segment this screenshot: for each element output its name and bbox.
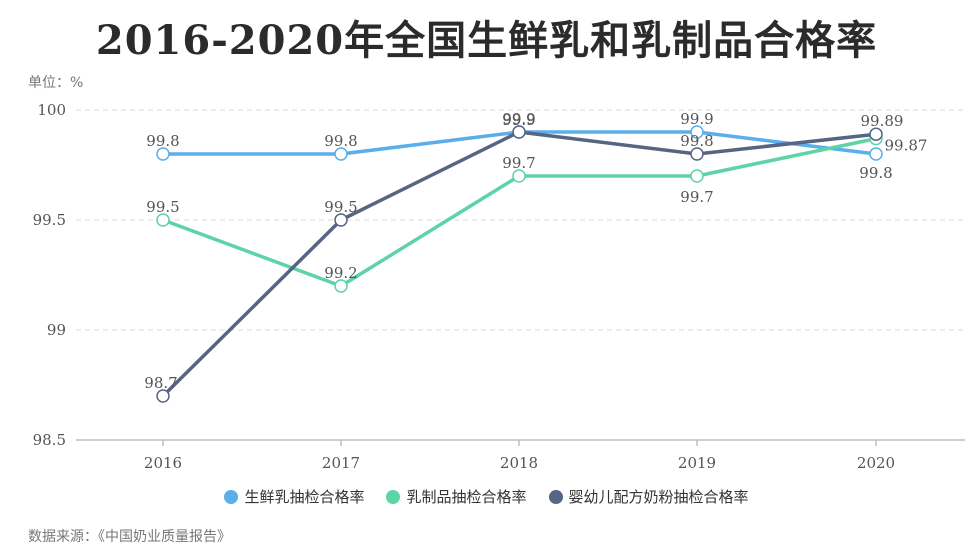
data-point: [156, 147, 170, 161]
data-label: 99.5: [324, 198, 357, 216]
legend-item-fresh-milk[interactable]: 生鲜乳抽检合格率: [224, 486, 364, 507]
y-tick-label: 99: [47, 321, 66, 339]
data-source: 数据来源：《中国奶业质量报告》: [28, 529, 231, 545]
legend-label-fresh-milk: 生鲜乳抽检合格率: [244, 488, 365, 506]
legend-label-infant-formula: 婴幼儿配方奶粉抽检合格率: [568, 488, 749, 506]
data-label: 99.8: [859, 164, 892, 182]
chart-title: 2016-2020年全国生鲜乳和乳制品合格率: [95, 17, 878, 64]
y-tick-label: 99.5: [33, 211, 66, 229]
data-label: 99.7: [680, 188, 713, 206]
data-point: [690, 169, 704, 183]
data-point: [156, 389, 170, 403]
data-label: 99.87: [885, 137, 928, 155]
legend-item-infant-formula[interactable]: 婴幼儿配方奶粉抽检合格率: [548, 486, 749, 507]
x-tick-label: 2018: [500, 454, 538, 472]
data-point: [334, 279, 348, 293]
x-tick-label: 2020: [857, 454, 895, 472]
data-label: 99.9: [502, 111, 535, 129]
data-point: [334, 213, 348, 227]
data-label: 99.9: [680, 110, 713, 128]
legend-item-dairy-products[interactable]: 乳制品抽检合格率: [386, 486, 527, 507]
data-label: 99.8: [680, 132, 713, 150]
data-label: 99.2: [324, 264, 357, 282]
data-label: 99.8: [146, 132, 179, 150]
data-point: [690, 147, 704, 161]
y-tick-label: 98.5: [33, 431, 66, 449]
legend-marker-fresh-milk: [224, 489, 239, 504]
unit-label: 单位：%: [28, 75, 84, 91]
data-point: [869, 127, 883, 141]
legend-marker-dairy-products: [386, 489, 401, 504]
data-label: 98.7: [144, 374, 177, 392]
y-tick-label: 100: [37, 101, 66, 119]
x-tick-label: 2017: [322, 454, 360, 472]
legend-label-dairy-products: 乳制品抽检合格率: [406, 488, 527, 506]
legend: 生鲜乳抽检合格率 乳制品抽检合格率 婴幼儿配方奶粉抽检合格率: [0, 486, 973, 507]
data-label: 99.9: [502, 110, 535, 128]
data-point: [512, 125, 526, 139]
data-point: [869, 147, 883, 161]
data-point: [156, 213, 170, 227]
data-point: [690, 125, 704, 139]
data-label: 99.7: [502, 154, 535, 172]
legend-marker-infant-formula: [548, 489, 563, 504]
data-point: [512, 169, 526, 183]
data-label: 99.89: [861, 112, 904, 130]
data-label: 99.8: [324, 132, 357, 150]
x-tick-label: 2016: [144, 454, 182, 472]
data-label: 99.5: [146, 198, 179, 216]
x-tick-label: 2019: [678, 454, 716, 472]
data-point: [334, 147, 348, 161]
